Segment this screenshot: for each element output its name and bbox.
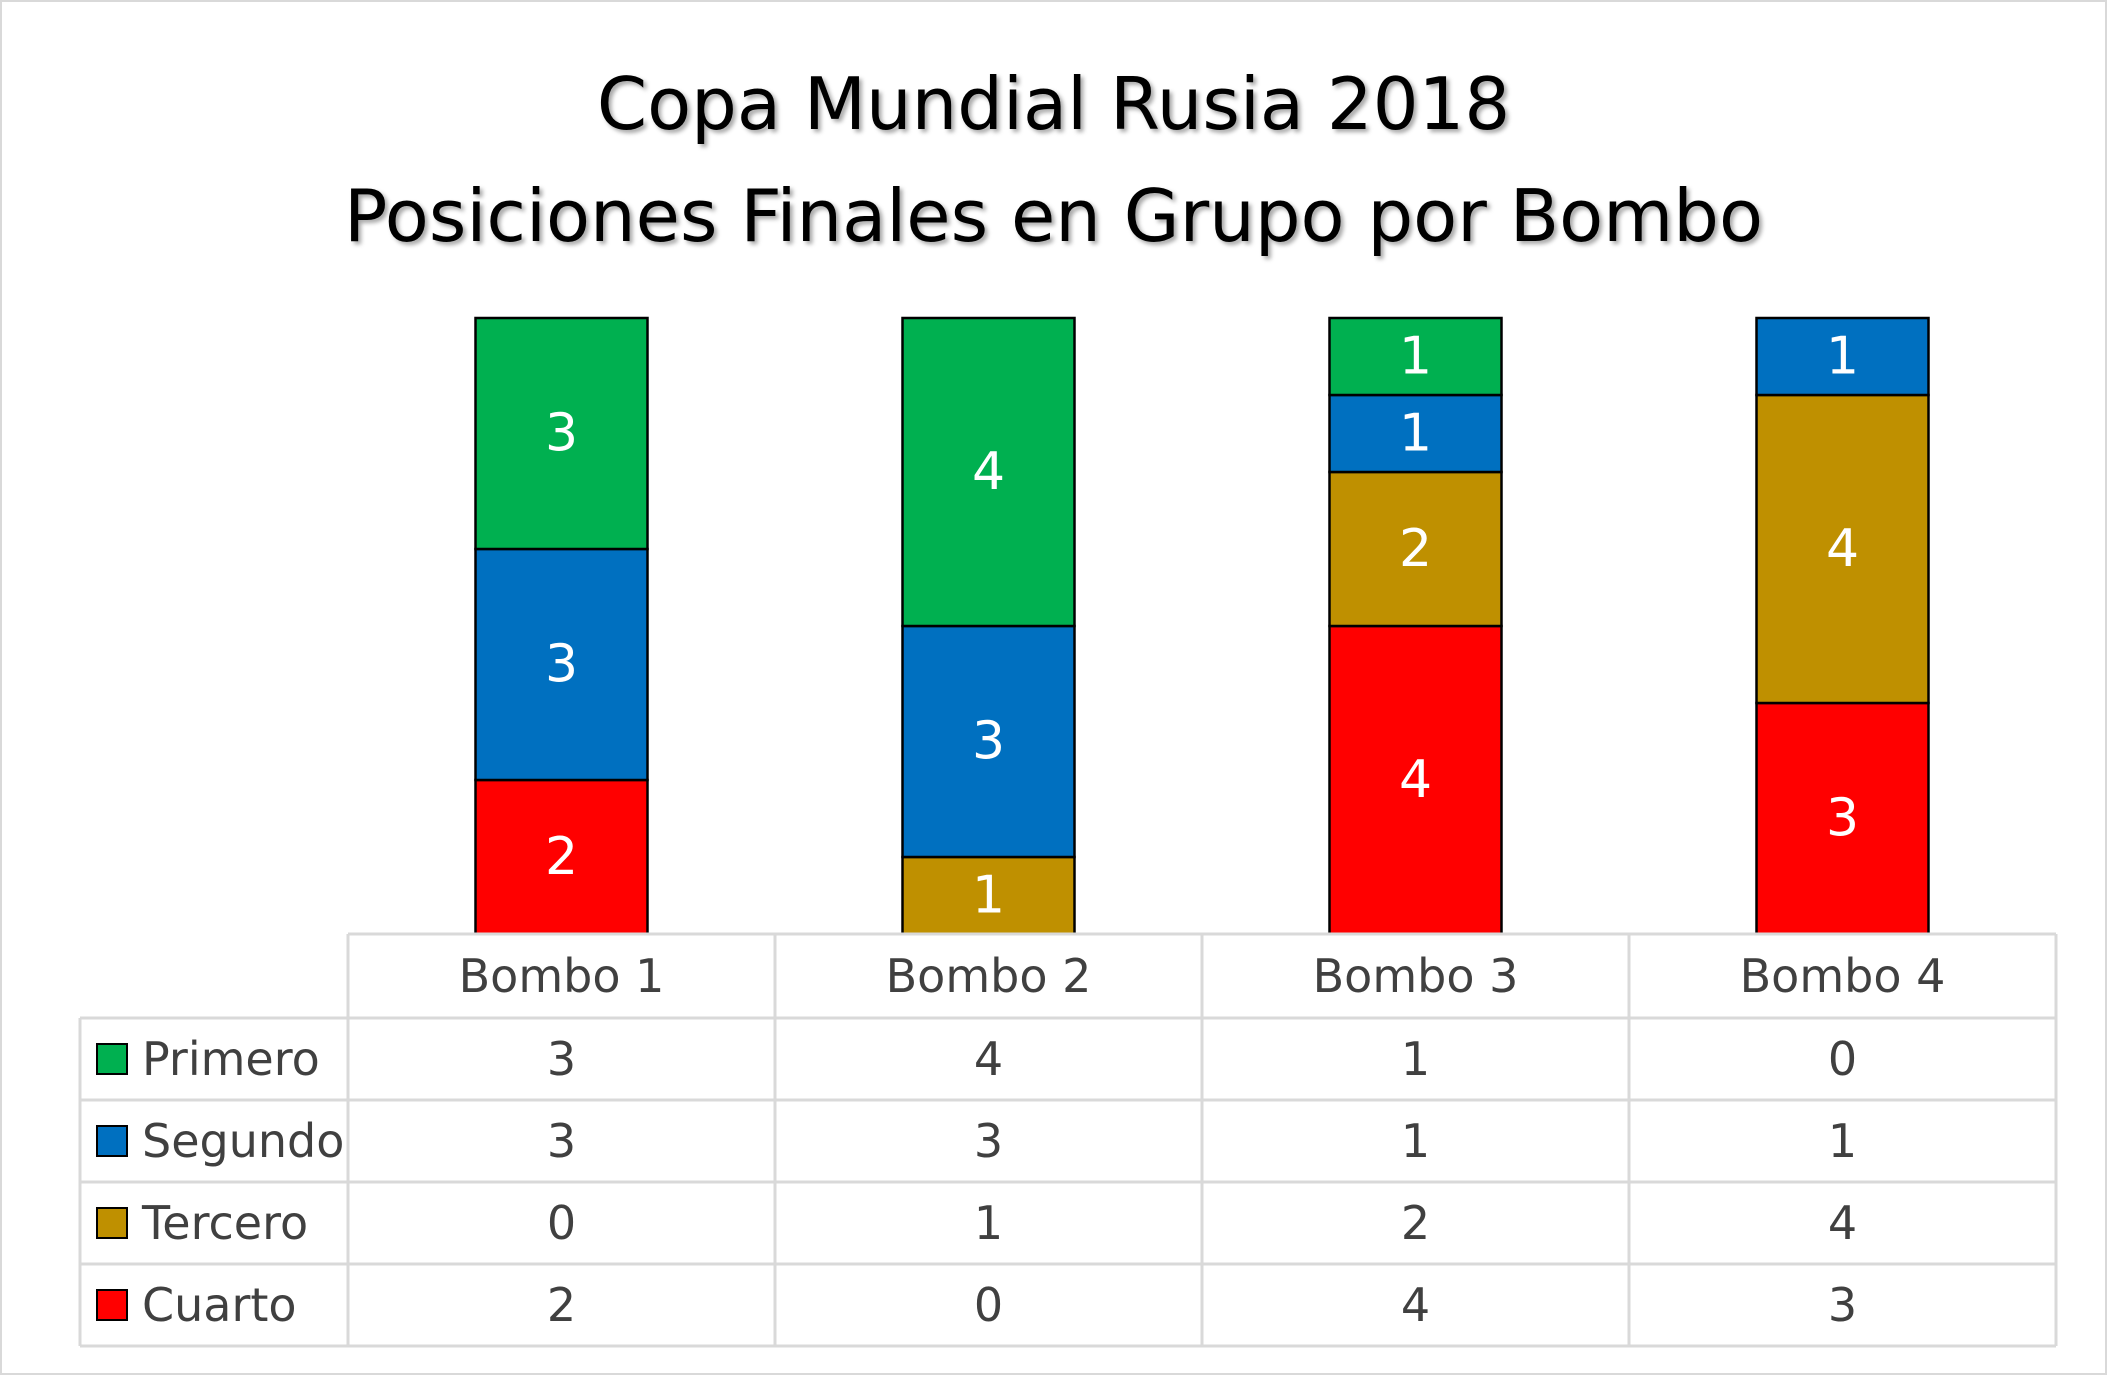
chart-title-line-2: Posiciones Finales en Grupo por Bombo xyxy=(343,174,1764,258)
bar-segment-bombo-3-cuarto xyxy=(1328,624,1503,936)
category-label-bombo-1: Bombo 1 xyxy=(459,949,665,1003)
bar-segment-bombo-2-primero xyxy=(901,316,1076,628)
bar-label-bombo-1-cuarto: 2 xyxy=(545,827,578,887)
table-cell-segundo-bombo-2: 3 xyxy=(974,1114,1003,1168)
table-cell-cuarto-bombo-2: 0 xyxy=(974,1278,1003,1332)
table-cell-cuarto-bombo-1: 2 xyxy=(547,1278,576,1332)
bar-segment-bombo-4-cuarto xyxy=(1755,701,1930,936)
table-cell-primero-bombo-2: 4 xyxy=(974,1032,1003,1086)
stacked-bars: 2 3 3 1 3 4 4 2 1 1 3 4 1 xyxy=(474,316,1930,936)
legend-label-segundo: Segundo xyxy=(142,1114,344,1168)
bar-segment-bombo-3-primero xyxy=(1328,316,1503,397)
table-cell-cuarto-bombo-4: 3 xyxy=(1828,1278,1857,1332)
bar-label-bombo-2-segundo: 3 xyxy=(972,712,1005,772)
legend-key-tercero xyxy=(96,1207,128,1239)
bar-label-bombo-4-tercero: 4 xyxy=(1826,519,1859,579)
bar-label-bombo-4-segundo: 1 xyxy=(1826,327,1859,387)
bar-label-bombo-3-primero: 1 xyxy=(1399,327,1432,387)
bar-label-bombo-1-primero: 3 xyxy=(545,404,578,464)
bar-label-bombo-4-cuarto: 3 xyxy=(1826,789,1859,849)
table-cell-tercero-bombo-4: 4 xyxy=(1828,1196,1857,1250)
bar-segment-bombo-1-primero xyxy=(474,316,649,551)
bar-segment-bombo-4-segundo xyxy=(1755,316,1930,397)
table-cell-tercero-bombo-2: 1 xyxy=(974,1196,1003,1250)
legend-label-primero: Primero xyxy=(142,1032,320,1086)
bar-segment-bombo-2-segundo xyxy=(901,624,1076,859)
table-cell-primero-bombo-3: 1 xyxy=(1401,1032,1430,1086)
table-cell-primero-bombo-1: 3 xyxy=(547,1032,576,1086)
bar-segment-bombo-4-tercero xyxy=(1755,393,1930,705)
legend-key-cuarto xyxy=(96,1289,128,1321)
bar-label-bombo-3-cuarto: 4 xyxy=(1399,750,1432,810)
bar-label-bombo-2-tercero: 1 xyxy=(972,866,1005,926)
bar-label-bombo-1-segundo: 3 xyxy=(545,635,578,695)
legend-key-segundo xyxy=(96,1125,128,1157)
category-label-bombo-3: Bombo 3 xyxy=(1313,949,1519,1003)
category-label-bombo-2: Bombo 2 xyxy=(886,949,1092,1003)
table-cell-segundo-bombo-1: 3 xyxy=(547,1114,576,1168)
bar-segment-bombo-1-segundo xyxy=(474,547,649,782)
table-cell-tercero-bombo-3: 2 xyxy=(1401,1196,1430,1250)
chart-title: Copa Mundial Rusia 2018 Posiciones Final… xyxy=(0,48,2107,272)
data-table: Bombo 1 Bombo 2 Bombo 3 Bombo 4 Primero 3 4 1 0 S… xyxy=(78,932,2058,1348)
bar-segment-bombo-3-tercero xyxy=(1328,470,1503,628)
bar-segment-bombo-3-segundo xyxy=(1328,393,1503,474)
table-cell-tercero-bombo-1: 0 xyxy=(547,1196,576,1250)
table-cell-segundo-bombo-3: 1 xyxy=(1401,1114,1430,1168)
legend-key-primero xyxy=(96,1043,128,1075)
bar-label-bombo-3-segundo: 1 xyxy=(1399,404,1432,464)
bar-segment-bombo-2-tercero xyxy=(901,855,1076,936)
table-cell-segundo-bombo-4: 1 xyxy=(1828,1114,1857,1168)
bar-label-bombo-3-tercero: 2 xyxy=(1399,519,1432,579)
chart-title-line-1: Copa Mundial Rusia 2018 xyxy=(596,62,1511,146)
category-label-bombo-4: Bombo 4 xyxy=(1740,949,1946,1003)
table-cell-primero-bombo-4: 0 xyxy=(1828,1032,1857,1086)
legend-label-tercero: Tercero xyxy=(141,1196,308,1250)
bar-segment-bombo-1-cuarto xyxy=(474,778,649,936)
bar-label-bombo-2-primero: 4 xyxy=(972,442,1005,502)
legend-label-cuarto: Cuarto xyxy=(142,1278,297,1332)
table-cell-cuarto-bombo-3: 4 xyxy=(1401,1278,1430,1332)
